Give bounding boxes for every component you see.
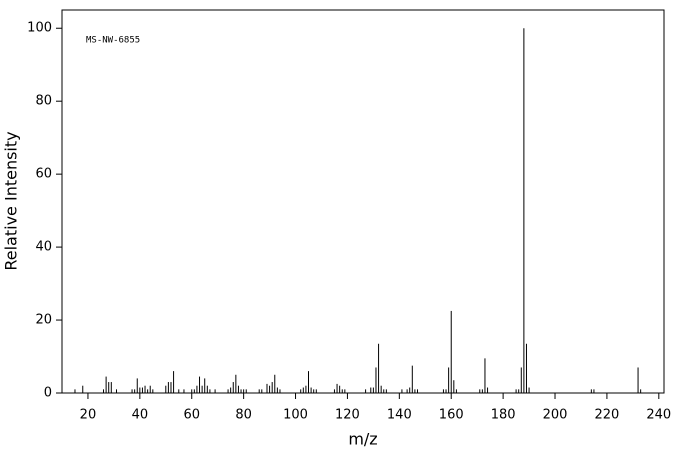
- x-tick-label: 200: [543, 408, 568, 423]
- y-tick-label: 20: [35, 313, 52, 328]
- x-axis-label: m/z: [348, 430, 377, 449]
- y-tick-label: 80: [35, 94, 52, 109]
- x-tick-label: 40: [132, 408, 149, 423]
- annotation: MS-NW-6855: [86, 36, 140, 46]
- x-tick-label: 140: [387, 408, 412, 423]
- x-tick-label: 60: [183, 408, 200, 423]
- y-tick-label: 100: [27, 21, 52, 36]
- x-tick-label: 220: [594, 408, 619, 423]
- y-axis-label: Relative Intensity: [2, 131, 21, 270]
- y-tick-label: 0: [44, 386, 52, 401]
- x-tick-label: 100: [283, 408, 308, 423]
- x-tick-label: 160: [439, 408, 464, 423]
- x-tick-label: 240: [646, 408, 671, 423]
- plot-frame: [61, 9, 665, 394]
- x-tick-label: 20: [80, 408, 97, 423]
- y-tick-label: 40: [35, 240, 52, 255]
- y-tick-label: 60: [35, 167, 52, 182]
- x-tick-label: 180: [491, 408, 516, 423]
- x-tick-label: 80: [235, 408, 252, 423]
- x-tick-label: 120: [335, 408, 360, 423]
